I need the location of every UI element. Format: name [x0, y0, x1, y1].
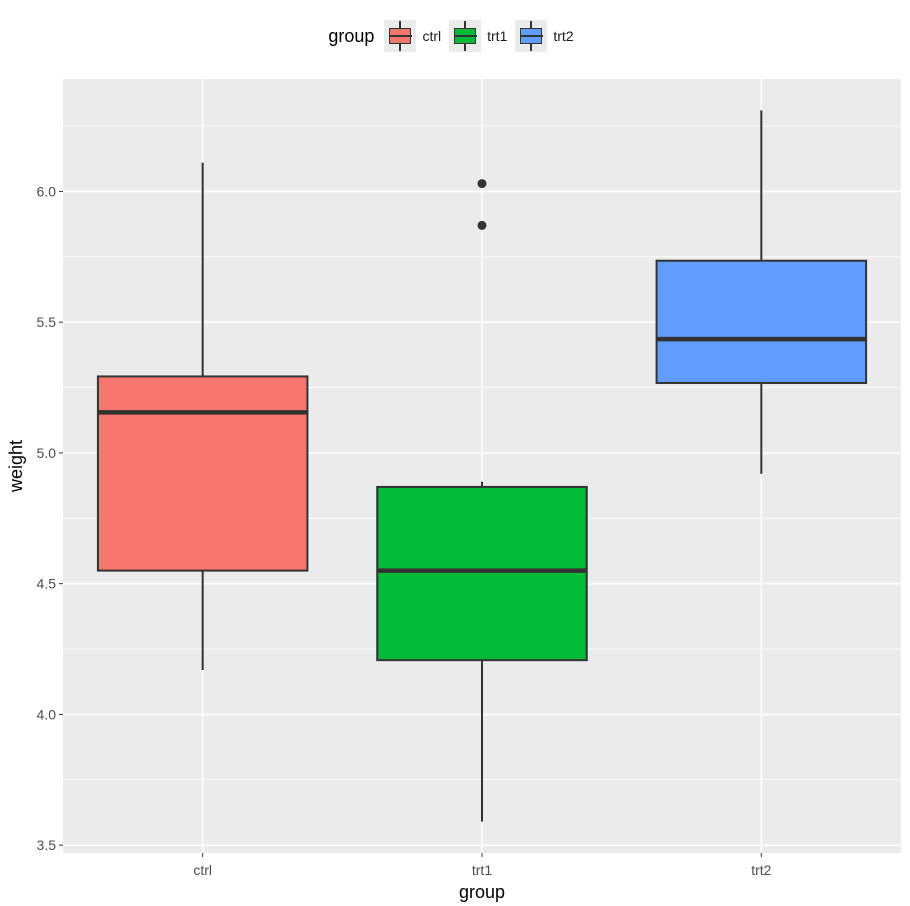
legend-key-trt1	[449, 20, 482, 52]
outlier-point	[477, 179, 487, 189]
legend-key-trt2	[515, 20, 548, 52]
y-axis: 3.5 4.0 4.5 5.0 5.5 6.0	[37, 183, 63, 853]
x-tick-label: trt1	[472, 862, 492, 878]
box-ctrl	[96, 162, 309, 670]
y-tick-label: 5.5	[37, 314, 57, 330]
legend-item-ctrl: ctrl	[384, 20, 441, 52]
box-trt1	[376, 179, 588, 822]
y-tick-label: 3.5	[37, 837, 57, 853]
y-tick-label: 4.0	[37, 706, 57, 722]
legend-title: group	[328, 25, 375, 46]
legend-item-trt2: trt2	[515, 20, 574, 52]
box-body	[655, 259, 868, 384]
x-tick-label: trt2	[751, 862, 771, 878]
outlier-point	[477, 220, 487, 230]
x-axis-title: group	[459, 882, 505, 902]
box-trt2	[655, 110, 868, 474]
legend-label-trt1: trt1	[487, 28, 508, 44]
x-tick-label: ctrl	[193, 862, 212, 878]
y-tick-label: 4.5	[37, 576, 57, 592]
legend-label-trt2: trt2	[553, 28, 574, 44]
legend: group ctrl trt1 trt2	[0, 20, 910, 52]
box-body	[376, 485, 588, 662]
y-tick-label: 6.0	[37, 183, 57, 199]
legend-item-trt1: trt1	[449, 20, 507, 52]
boxes	[96, 110, 868, 822]
y-tick-label: 5.0	[37, 445, 57, 461]
y-axis-title: weight	[6, 440, 26, 493]
legend-label-ctrl: ctrl	[422, 28, 442, 44]
legend-key-ctrl	[384, 20, 417, 52]
box-body	[96, 375, 309, 572]
x-axis: ctrl trt1 trt2	[193, 853, 772, 878]
